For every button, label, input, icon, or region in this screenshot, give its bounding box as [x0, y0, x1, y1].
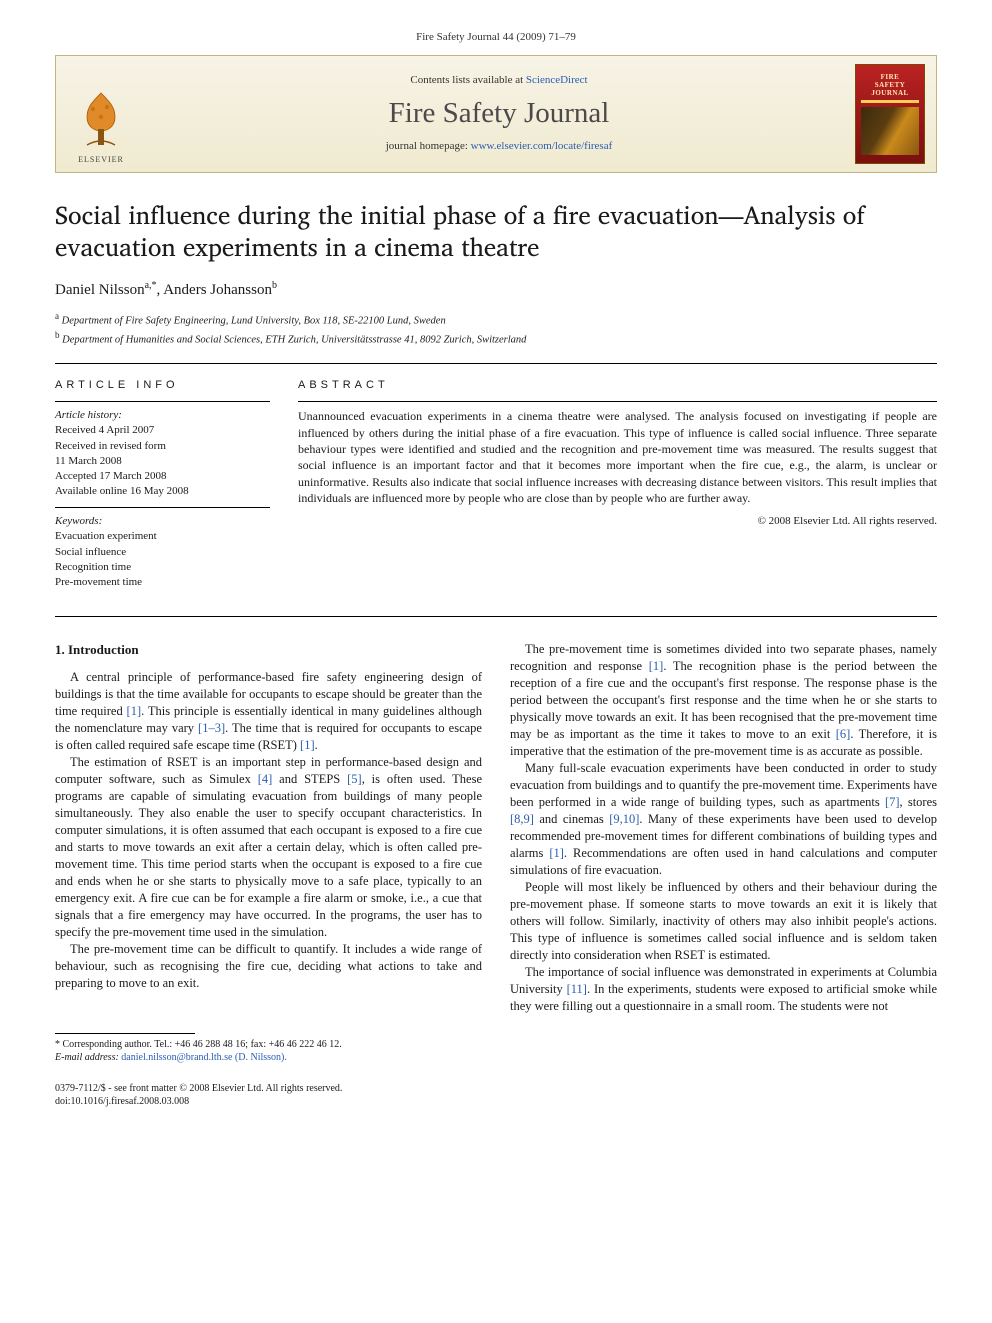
p5b: , stores: [900, 795, 937, 809]
ref-9-10[interactable]: [9,10]: [609, 812, 639, 826]
author-2-sup: b: [272, 280, 277, 291]
para-2: The estimation of RSET is an important s…: [55, 754, 482, 941]
history-online: Available online 16 May 2008: [55, 485, 189, 497]
cover-strip: [861, 100, 919, 103]
corresponding-author: * Corresponding author. Tel.: +46 46 288…: [55, 1039, 342, 1050]
title-block: Social influence during the initial phas…: [55, 199, 937, 348]
article-history: Article history: Received 4 April 2007 R…: [55, 408, 270, 499]
journal-homepage-link[interactable]: www.elsevier.com/locate/firesaf: [471, 140, 613, 152]
ref-8-9[interactable]: [8,9]: [510, 812, 534, 826]
kw-1: Evacuation experiment: [55, 530, 157, 542]
abstract: ABSTRACT Unannounced evacuation experime…: [298, 368, 937, 590]
article-info-heading: ARTICLE INFO: [55, 378, 270, 393]
p2b: and STEPS: [272, 772, 347, 786]
para-3: The pre-movement time can be difficult t…: [55, 941, 482, 992]
article-info: ARTICLE INFO Article history: Received 4…: [55, 368, 270, 590]
elsevier-tree-icon: [73, 87, 129, 153]
cover-title: FIRE SAFETY JOURNAL: [871, 73, 908, 97]
footnote-rule: [55, 1033, 195, 1034]
rule-below-abstract: [55, 616, 937, 617]
para-7: The importance of social influence was d…: [510, 964, 937, 1015]
ref-1a[interactable]: [1]: [127, 704, 142, 718]
author-1-sup: a,*: [145, 280, 157, 291]
journal-bar-center: Contents lists available at ScienceDirec…: [146, 56, 852, 172]
ref-1d[interactable]: [1]: [549, 846, 564, 860]
cover-photo: [861, 107, 919, 155]
history-received: Received 4 April 2007: [55, 424, 154, 436]
footnote: * Corresponding author. Tel.: +46 46 288…: [55, 1038, 937, 1064]
keywords: Keywords: Evacuation experiment Social i…: [55, 514, 270, 590]
author-1: Daniel Nilsson: [55, 282, 145, 298]
ref-6[interactable]: [6]: [836, 727, 851, 741]
paper-title: Social influence during the initial phas…: [55, 199, 937, 263]
history-revised-l1: Received in revised form: [55, 440, 166, 452]
abstract-body: Unannounced evacuation experiments in a …: [298, 408, 937, 506]
affiliation-b: Department of Humanities and Social Scie…: [62, 334, 526, 345]
p5e: . Recommendations are often used in hand…: [510, 846, 937, 877]
ref-1-3[interactable]: [1–3]: [198, 721, 225, 735]
homepage-prefix: journal homepage:: [386, 140, 471, 152]
history-accepted: Accepted 17 March 2008: [55, 470, 167, 482]
p2c: , is often used. These programs are capa…: [55, 772, 482, 939]
affiliations: a Department of Fire Safety Engineering,…: [55, 310, 937, 347]
p5a: Many full-scale evacuation experiments h…: [510, 761, 937, 809]
rule-top: [55, 363, 937, 364]
keywords-label: Keywords:: [55, 515, 102, 527]
kw-4: Pre-movement time: [55, 576, 142, 588]
email-link[interactable]: daniel.nilsson@brand.lth.se (D. Nilsson)…: [121, 1052, 287, 1063]
journal-bar: ELSEVIER Contents lists available at Sci…: [55, 55, 937, 173]
bottom-line: 0379-7112/$ - see front matter © 2008 El…: [55, 1082, 937, 1108]
para-5: Many full-scale evacuation experiments h…: [510, 760, 937, 879]
section-1-heading: 1. Introduction: [55, 641, 482, 659]
p1d: .: [315, 738, 318, 752]
history-label: Article history:: [55, 409, 122, 421]
journal-cover: FIRE SAFETY JOURNAL: [852, 56, 936, 172]
para-4: The pre-movement time is sometimes divid…: [510, 641, 937, 760]
publisher-name: ELSEVIER: [78, 155, 124, 166]
para-6: People will most likely be influenced by…: [510, 879, 937, 964]
page-header: Fire Safety Journal 44 (2009) 71–79: [55, 30, 937, 45]
kw-3: Recognition time: [55, 561, 131, 573]
sciencedirect-link[interactable]: ScienceDirect: [526, 74, 588, 86]
ref-4[interactable]: [4]: [258, 772, 273, 786]
publisher-logo: ELSEVIER: [56, 56, 146, 172]
issn-line: 0379-7112/$ - see front matter © 2008 El…: [55, 1083, 342, 1094]
ref-11[interactable]: [11]: [567, 982, 587, 996]
abstract-copyright: © 2008 Elsevier Ltd. All rights reserved…: [298, 514, 937, 529]
ref-1b[interactable]: [1]: [300, 738, 315, 752]
affiliation-a: Department of Fire Safety Engineering, L…: [62, 316, 446, 327]
body-columns: 1. Introduction A central principle of p…: [55, 641, 937, 1015]
ref-7[interactable]: [7]: [885, 795, 900, 809]
kw-2: Social influence: [55, 546, 126, 558]
info-abstract-row: ARTICLE INFO Article history: Received 4…: [55, 368, 937, 590]
abstract-heading: ABSTRACT: [298, 378, 937, 393]
para-1: A central principle of performance-based…: [55, 669, 482, 754]
authors: Daniel Nilssona,*, Anders Johanssonb: [55, 279, 937, 300]
cover-image: FIRE SAFETY JOURNAL: [855, 64, 925, 164]
contents-prefix: Contents lists available at: [410, 74, 525, 86]
ref-1c[interactable]: [1]: [649, 659, 664, 673]
homepage-line: journal homepage: www.elsevier.com/locat…: [386, 139, 613, 154]
ref-5[interactable]: [5]: [347, 772, 362, 786]
doi-line: doi:10.1016/j.firesaf.2008.03.008: [55, 1096, 189, 1107]
email-label: E-mail address:: [55, 1052, 119, 1063]
journal-name: Fire Safety Journal: [389, 94, 610, 133]
contents-line: Contents lists available at ScienceDirec…: [410, 73, 587, 88]
p5c: and cinemas: [534, 812, 609, 826]
history-revised-l2: 11 March 2008: [55, 455, 122, 467]
author-2: Anders Johansson: [163, 282, 272, 298]
